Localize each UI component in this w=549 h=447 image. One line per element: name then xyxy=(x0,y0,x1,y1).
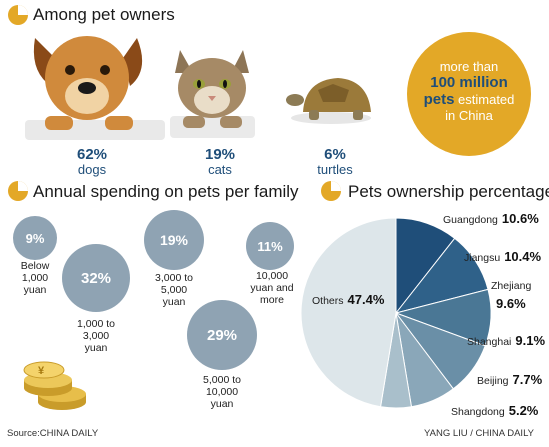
pie-icon xyxy=(321,181,341,201)
turtles-label: turtles xyxy=(317,162,353,177)
callout-circle: more than 100 million pets estimated in … xyxy=(407,32,531,156)
callout-line4: in China xyxy=(445,108,493,123)
pie-label-others: Others 47.4% xyxy=(312,292,385,307)
spending-label-1000-3000: 1,000 to 3,000 yuan xyxy=(77,318,115,354)
pie-label-beijing: Beijing 7.7% xyxy=(477,372,543,387)
callout-line1: more than xyxy=(439,59,499,74)
callout-line2: 100 million xyxy=(430,74,508,91)
turtles-percent: 6% xyxy=(324,146,346,163)
section-title-owners: Among pet owners xyxy=(33,5,175,24)
turtle-image xyxy=(286,78,371,124)
dogs-percent: 62% xyxy=(76,146,108,163)
pie-label-zhejiang: Zhejiang xyxy=(491,280,532,292)
spending-label-5000-10000: 5,000 to 10,000 yuan xyxy=(203,374,241,410)
callout-line3a: pets xyxy=(423,91,455,108)
cats-percent: 19% xyxy=(204,146,236,163)
footer-credit: YANG LIU / CHINA DAILY xyxy=(424,428,534,439)
spending-label-3000-5000: 3,000 to 5,000 yuan xyxy=(155,272,193,308)
footer-source: Source:CHINA DAILY xyxy=(7,428,99,439)
ownership-pie-chart xyxy=(300,217,492,409)
pie-icon xyxy=(8,5,28,25)
callout-line3b: estimated xyxy=(454,92,515,107)
spending-bubble-below-1000: 9% xyxy=(13,216,57,260)
spending-bubble-5000-10000: 29% xyxy=(187,300,257,370)
pie-icon xyxy=(8,181,28,201)
cats-label: cats xyxy=(208,162,232,177)
pie-label-shangdong: Shangdong 5.2% xyxy=(451,403,539,418)
svg-text:¥: ¥ xyxy=(38,365,45,377)
section-title-ownership: Pets ownership percentage xyxy=(348,182,549,201)
pie-slice-others xyxy=(300,217,397,408)
dog-image xyxy=(25,36,165,140)
coins-image: ¥ xyxy=(23,361,86,410)
spending-bubble-10000-plus: 11% xyxy=(246,222,294,270)
pie-label-shanghai: Shanghai 9.1% xyxy=(467,333,546,348)
spending-label-10000-plus: 10,000 yuan and more xyxy=(250,270,294,306)
pie-label-jiangsu: Jiangsu 10.4% xyxy=(464,249,542,264)
spending-bubble-3000-5000: 19% xyxy=(144,210,204,270)
section-title-spending: Annual spending on pets per family xyxy=(33,182,299,201)
spending-label-below-1000: Below 1,000 yuan xyxy=(20,260,50,296)
cat-image xyxy=(170,50,255,138)
pie-label-guangdong: Guangdong 10.6% xyxy=(443,211,539,226)
pie-value-zhejiang: 9.6% xyxy=(496,296,526,311)
dogs-label: dogs xyxy=(77,162,107,177)
spending-bubble-1000-3000: 32% xyxy=(62,244,130,312)
